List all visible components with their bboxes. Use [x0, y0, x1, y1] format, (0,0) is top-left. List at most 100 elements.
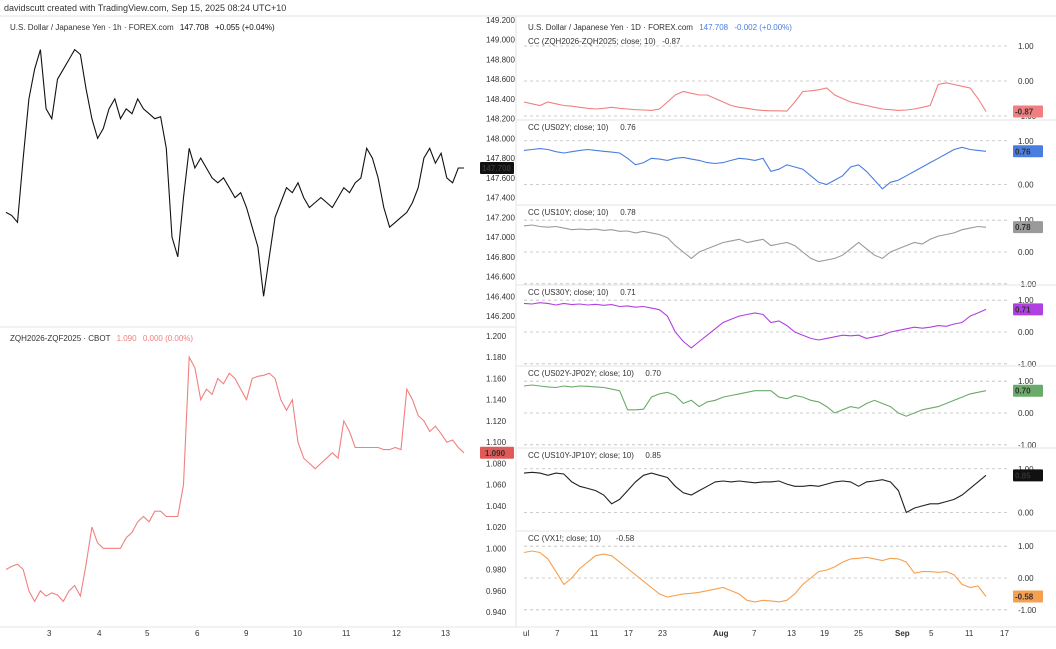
cc-y-tick: 1.00 [1018, 377, 1034, 386]
left-x-tick: 6 [195, 629, 200, 638]
right-x-tick: 23 [658, 629, 667, 638]
left-price-y-tick: 146.600 [486, 273, 515, 282]
left-price-change: +0.055 (+0.04%) [215, 23, 275, 32]
cc-y-tick: 0.00 [1018, 574, 1034, 583]
left-price-last-label: 147.708 [482, 164, 511, 173]
left-x-tick: 5 [145, 629, 150, 638]
cc-last-badge [1013, 105, 1043, 118]
cc-y-tick: 1.00 [1018, 137, 1034, 146]
cc-pane-value: 0.76 [620, 123, 636, 132]
cc-line-us02y [523, 146, 987, 190]
left-price-y-tick: 147.600 [486, 174, 515, 183]
cc-pane-value: 0.70 [645, 369, 661, 378]
right-price-title: U.S. Dollar / Japanese Yen · 1D · FOREX.… [528, 23, 693, 32]
left-x-tick: 12 [392, 629, 401, 638]
cc-y-tick: 0.00 [1018, 181, 1034, 190]
left-x-tick: 11 [342, 629, 351, 638]
cc-last-badge [1013, 384, 1043, 397]
left-price-last-badge [480, 162, 514, 174]
cc-y-tick: 1.00 [1018, 216, 1034, 225]
right-x-tick: 19 [820, 629, 829, 638]
left-price-title-row: U.S. Dollar / Japanese Yen · 1h · FOREX.… [10, 23, 275, 32]
cc-line-us10y [523, 224, 987, 263]
cc-line-us30y [523, 302, 987, 349]
left-price-y-tick: 148.800 [486, 55, 515, 64]
cc-last-label: 0.78 [1015, 223, 1031, 232]
right-x-tick: 11 [590, 629, 599, 638]
left-price-y-tick: 148.200 [486, 115, 515, 124]
left-x-tick: 4 [97, 629, 102, 638]
cc-last-badge [1013, 303, 1043, 316]
left-spread-change: 0.000 (0.00%) [142, 334, 194, 343]
right-x-tick: 11 [965, 629, 974, 638]
left-price-y-tick: 149.000 [486, 36, 515, 45]
left-price-y-tick: 148.000 [486, 134, 515, 143]
cc-y-tick: -1.00 [1018, 280, 1037, 289]
right-price-title-row: U.S. Dollar / Japanese Yen · 1D · FOREX.… [528, 23, 792, 32]
cc-last-badge [1013, 221, 1043, 234]
cc-y-tick: 1.00 [1018, 542, 1034, 551]
right-x-tick: Aug [713, 629, 729, 638]
left-spread-y-tick: 0.960 [486, 587, 507, 596]
cc-pane-value: -0.58 [616, 534, 635, 543]
left-x-tick: 9 [244, 629, 249, 638]
cc-last-badge [1013, 145, 1043, 158]
left-spread-y-tick: 1.180 [486, 353, 507, 362]
cc-last-label: -0.87 [1015, 107, 1034, 116]
left-spread-y-tick: 1.040 [486, 502, 507, 511]
cc-last-label: 0.85 [1015, 471, 1031, 480]
cc-line-us10y-jp10y [523, 471, 987, 514]
chart-header: davidscutt created with TradingView.com,… [4, 3, 287, 13]
left-spread-last-label: 1.090 [485, 449, 506, 458]
cc-pane-value: -0.87 [662, 37, 681, 46]
left-spread-y-tick: 1.060 [486, 481, 507, 490]
cc-last-label: 0.70 [1015, 387, 1031, 396]
left-spread-y-tick: 1.140 [486, 396, 507, 405]
left-price-y-tick: 146.800 [486, 253, 515, 262]
left-price-y-tick: 146.200 [486, 312, 515, 321]
cc-y-tick: 0.00 [1018, 248, 1034, 257]
left-spread-y-tick: 1.080 [486, 459, 507, 468]
cc-line-zqh2026-zqh2025 [523, 82, 987, 112]
cc-y-tick: -1.00 [1018, 606, 1037, 615]
left-spread-y-tick: 1.000 [486, 544, 507, 553]
cc-pane-title: CC (US10Y-JP10Y; close; 10) [528, 451, 634, 460]
left-price-y-tick: 146.400 [486, 292, 515, 301]
left-spread-y-tick: 1.100 [486, 438, 507, 447]
cc-y-tick: 1.00 [1018, 465, 1034, 474]
right-x-tick: 17 [624, 629, 633, 638]
cc-last-label: 0.71 [1015, 305, 1031, 314]
right-x-tick: 25 [854, 629, 863, 638]
left-spread-last-badge [480, 446, 514, 459]
cc-pane-title: CC (ZQH2026-ZQH2025; close; 10) [528, 37, 656, 46]
zq-spread-line [5, 355, 465, 603]
left-spread-value: 1.090 [116, 334, 137, 343]
left-spread-y-tick: 1.200 [486, 332, 507, 341]
right-x-tick: 13 [787, 629, 796, 638]
usdjpy-1h-line [5, 48, 464, 297]
cc-last-badge [1013, 590, 1043, 603]
cc-pane-title: CC (VX1!; close; 10) [528, 534, 601, 543]
right-x-tick: 7 [555, 629, 560, 638]
cc-last-label: -0.58 [1015, 592, 1034, 601]
right-x-tick: 17 [1000, 629, 1009, 638]
cc-pane-value: 0.78 [620, 208, 636, 217]
cc-y-tick: 0.00 [1018, 409, 1034, 418]
left-price-title: U.S. Dollar / Japanese Yen · 1h · FOREX.… [10, 23, 174, 32]
left-price-y-tick: 148.400 [486, 95, 515, 104]
right-x-tick: Sep [895, 629, 910, 638]
cc-pane-title: CC (US10Y; close; 10) [528, 208, 609, 217]
left-x-tick: 3 [47, 629, 52, 638]
right-price-change: -0.002 (+0.00%) [734, 23, 792, 32]
cc-pane-value: 0.85 [645, 451, 661, 460]
cc-y-tick: -1.00 [1018, 441, 1037, 450]
cc-y-tick: 1.00 [1018, 296, 1034, 305]
left-spread-y-tick: 1.120 [486, 417, 507, 426]
left-spread-title: ZQH2026-ZQF2025 · CBOT [10, 334, 111, 343]
left-x-tick: 13 [441, 629, 450, 638]
left-spread-y-tick: 1.160 [486, 374, 507, 383]
cc-y-tick: 1.00 [1018, 42, 1034, 51]
right-price-value: 147.708 [699, 23, 729, 32]
left-x-tick: 10 [293, 629, 302, 638]
